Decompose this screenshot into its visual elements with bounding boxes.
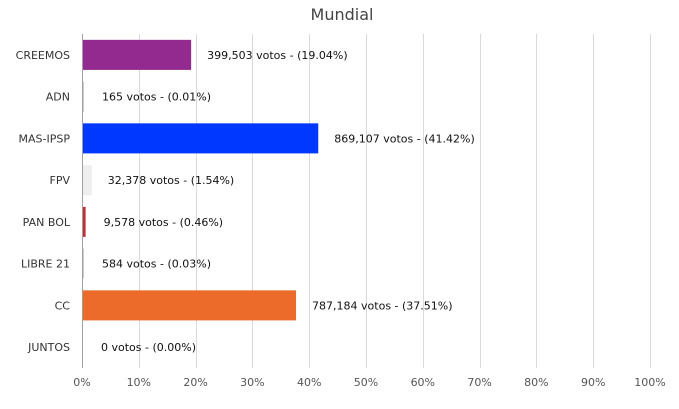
category-label: ADN bbox=[46, 91, 70, 104]
data-label: 584 votos - (0.03%) bbox=[102, 258, 211, 271]
category-label: JUNTOS bbox=[27, 341, 70, 354]
category-label: MAS-IPSP bbox=[19, 132, 71, 145]
x-tick-label: 70% bbox=[467, 376, 491, 389]
x-tick-label: 50% bbox=[354, 376, 378, 389]
x-tick-label: 30% bbox=[240, 376, 264, 389]
data-label: 32,378 votos - (1.54%) bbox=[108, 174, 234, 187]
bar bbox=[83, 248, 84, 279]
bars bbox=[83, 39, 319, 321]
gridlines bbox=[139, 34, 651, 368]
bar bbox=[83, 39, 192, 70]
data-label: 165 votos - (0.01%) bbox=[102, 91, 211, 104]
category-label: PAN BOL bbox=[23, 216, 71, 229]
x-tick-label: 40% bbox=[297, 376, 321, 389]
chart-title: Mundial bbox=[311, 5, 374, 24]
category-label: CREEMOS bbox=[16, 49, 70, 62]
bar bbox=[83, 165, 92, 196]
data-label: 787,184 votos - (37.51%) bbox=[312, 299, 453, 312]
bar bbox=[83, 81, 84, 112]
x-tick-label: 20% bbox=[183, 376, 207, 389]
data-label: 399,503 votos - (19.04%) bbox=[207, 49, 348, 62]
category-label: CC bbox=[55, 299, 71, 312]
x-tick-label: 80% bbox=[524, 376, 548, 389]
category-label: FPV bbox=[50, 174, 71, 187]
x-tick-labels: 0% 10% 20% 30% 40% 50% 60% 70% 80% 90% 100% bbox=[73, 376, 665, 389]
data-label: 869,107 votos - (41.42%) bbox=[334, 132, 475, 145]
x-tick-label: 60% bbox=[411, 376, 435, 389]
x-tick-label: 10% bbox=[127, 376, 151, 389]
data-label: 9,578 votos - (0.46%) bbox=[104, 216, 223, 229]
x-tick-label: 100% bbox=[634, 376, 665, 389]
category-labels: CREEMOS ADN MAS-IPSP FPV PAN BOL LIBRE 21 CC JU… bbox=[16, 49, 71, 354]
data-label: 0 votos - (0.00%) bbox=[101, 341, 196, 354]
category-label: LIBRE 21 bbox=[21, 258, 70, 271]
bar bbox=[83, 206, 86, 237]
bar bbox=[83, 123, 319, 154]
bar bbox=[83, 290, 297, 321]
x-tick-label: 90% bbox=[581, 376, 605, 389]
x-tick-label: 0% bbox=[73, 376, 90, 389]
data-labels: 399,503 votos - (19.04%) 165 votos - (0.0… bbox=[101, 49, 475, 354]
